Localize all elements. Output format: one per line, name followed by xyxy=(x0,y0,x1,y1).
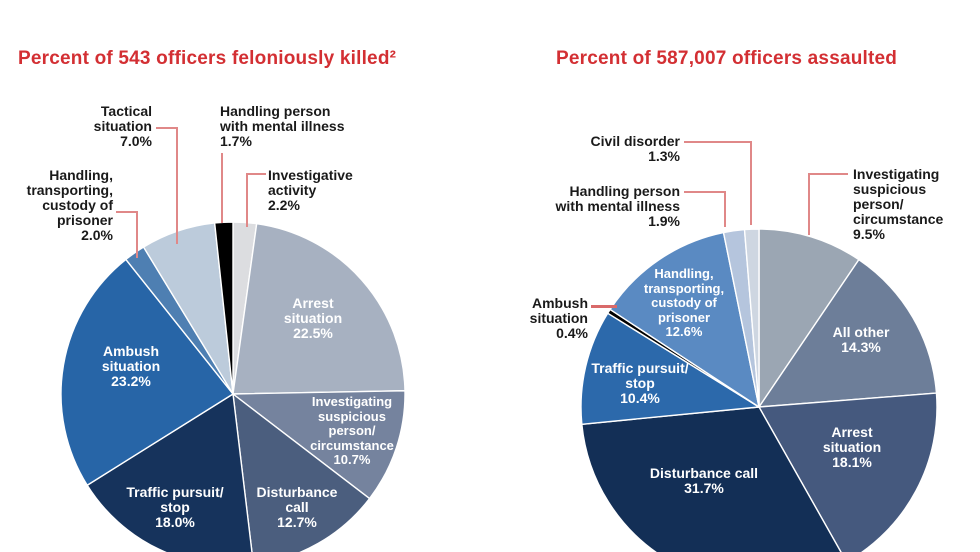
callout-investigative-activity: Investigative activity 2.2% xyxy=(268,167,353,213)
slice-label-arrest-situation: Arrest situation 22.5% xyxy=(283,295,343,341)
callout-ambush-situation: Ambush situation 0.4% xyxy=(529,295,588,341)
leader-line-mental-illness xyxy=(724,191,726,227)
leader-line-investigative xyxy=(248,173,266,175)
left-chart-title: Percent of 543 officers feloniously kill… xyxy=(18,48,397,69)
slice-label-all-other: All other 14.3% xyxy=(832,324,890,355)
slice-label-traffic-pursuit-stop: Traffic pursuit/ stop 10.4% xyxy=(591,360,689,406)
callout-investigating-suspicious: Investigating suspicious person/ circums… xyxy=(853,166,944,242)
leader-line-tactical xyxy=(156,127,178,129)
pie-slice-traffic-pursuit-stop xyxy=(581,312,760,425)
leader-line-mental-illness xyxy=(684,191,726,193)
slice-label-disturbance-call: Disturbance call 31.7% xyxy=(649,465,759,496)
pie-slice-disturbance-call xyxy=(581,406,842,552)
callout-tactical-situation: Tactical situation 7.0% xyxy=(93,103,152,149)
leader-line-mental-illness xyxy=(221,153,223,223)
pie-slice-disturbance-call xyxy=(232,393,371,552)
pie-slice-all-other xyxy=(758,258,937,408)
pie-slice-investigating-suspicious xyxy=(758,229,860,408)
slice-label-disturbance-call: Disturbance call 12.7% xyxy=(256,484,338,530)
pie-slice-ambush-situation xyxy=(61,258,234,486)
pie-slice-arrest-situation xyxy=(232,222,405,395)
pie-slice-handling-transporting-custody xyxy=(609,231,760,408)
right-chart-title: Percent of 587,007 officers assaulted xyxy=(556,48,898,69)
callout-handling-transporting-custody: Handling, transporting, custody of priso… xyxy=(26,167,113,243)
pie-slice-traffic-pursuit-stop xyxy=(86,393,253,552)
leader-line-investigating-suspicious xyxy=(810,173,848,175)
leader-line-custody xyxy=(136,211,138,258)
slice-label-traffic-pursuit-stop: Traffic pursuit/ stop 18.0% xyxy=(126,484,224,530)
slice-label-handling-transporting-custody: Handling, transporting, custody of priso… xyxy=(643,266,725,339)
leader-line-civil-disorder xyxy=(750,141,752,225)
slice-label-ambush-situation: Ambush situation 23.2% xyxy=(101,343,161,389)
leader-line-tactical xyxy=(176,127,178,244)
leader-line-investigative xyxy=(246,173,248,227)
slice-label-arrest-situation: Arrest situation 18.1% xyxy=(822,424,882,470)
leader-line-ambush xyxy=(591,305,617,308)
pie-slice-handling-mental-illness xyxy=(213,222,234,395)
callout-handling-mental-illness: Handling person with mental illness 1.9% xyxy=(555,183,680,229)
leader-line-civil-disorder xyxy=(684,141,752,143)
pie-slice-civil-disorder xyxy=(743,229,760,408)
callout-handling-mental-illness: Handling person with mental illness 1.7% xyxy=(220,103,345,149)
leader-line-custody xyxy=(116,211,138,213)
pie-slice-investigating-suspicious xyxy=(232,390,405,500)
pie-chart-officers-assaulted xyxy=(581,229,937,552)
pie-slice-arrest-situation xyxy=(758,392,937,552)
leader-line-investigating-suspicious xyxy=(808,173,810,235)
pie-chart-feloniously-killed xyxy=(61,222,405,552)
slice-label-investigating-suspicious: Investigating suspicious person/ circums… xyxy=(310,394,394,467)
callout-civil-disorder: Civil disorder 1.3% xyxy=(590,133,680,164)
